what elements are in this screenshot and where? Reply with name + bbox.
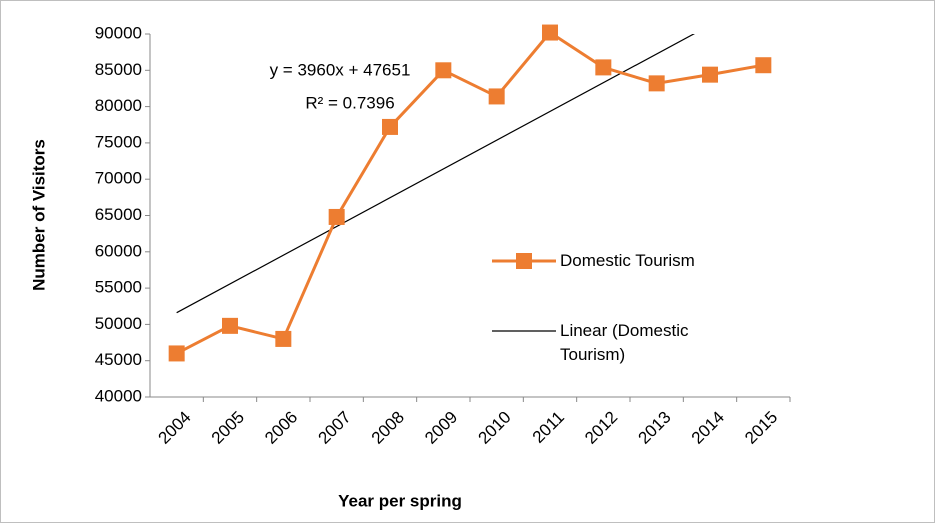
data-point — [382, 118, 398, 135]
data-point — [488, 88, 505, 105]
x-tick-label: 2015 — [741, 408, 781, 448]
legend-symbol — [516, 253, 532, 269]
x-tick-label: 2012 — [581, 408, 621, 448]
x-tick-label: 2005 — [208, 408, 248, 448]
y-tick-label: 40000 — [95, 386, 142, 405]
y-tick-label: 55000 — [95, 278, 142, 297]
y-tick-label: 45000 — [95, 350, 142, 369]
x-tick-label: 2006 — [261, 408, 301, 448]
y-tick-label: 85000 — [95, 60, 142, 79]
data-point — [435, 62, 452, 79]
x-axis-title: Year per spring — [338, 491, 462, 510]
data-point — [222, 317, 238, 334]
trend-r-squared: R² = 0.7396 — [305, 93, 394, 112]
trend-clip — [176, 34, 695, 314]
y-tick-label: 90000 — [95, 23, 142, 42]
x-tick-label: 2004 — [154, 408, 194, 448]
y-tick-label: 75000 — [95, 132, 142, 151]
x-tick-label: 2007 — [314, 408, 354, 448]
x-tick-label: 2009 — [421, 408, 461, 448]
data-point — [328, 208, 345, 225]
data-point — [702, 66, 718, 83]
y-tick-label: 65000 — [95, 205, 142, 224]
y-axis-title: Number of Visitors — [29, 139, 48, 291]
x-tick-label: 2008 — [368, 408, 408, 448]
x-tick-label: 2011 — [529, 408, 568, 447]
y-tick-label: 60000 — [95, 241, 142, 260]
x-tick-label: 2010 — [474, 408, 514, 448]
y-tick-label: 50000 — [95, 314, 142, 333]
data-point — [595, 59, 612, 76]
legend-label: Linear (Domestic Tourism) — [560, 321, 689, 364]
legend-label: Domestic Tourism — [560, 251, 695, 270]
trend-equation: y = 3960x + 47651 — [270, 60, 411, 79]
x-tick-label: 2013 — [634, 408, 674, 448]
data-point — [168, 345, 185, 362]
data-point — [755, 57, 772, 74]
data-point — [648, 75, 665, 92]
series-line — [175, 30, 764, 355]
y-tick-label: 80000 — [95, 96, 142, 115]
trendline — [176, 34, 695, 314]
data-point — [542, 24, 558, 41]
x-tick-label: 2014 — [688, 408, 728, 448]
y-tick-label: 70000 — [95, 169, 142, 188]
data-point — [275, 330, 292, 347]
